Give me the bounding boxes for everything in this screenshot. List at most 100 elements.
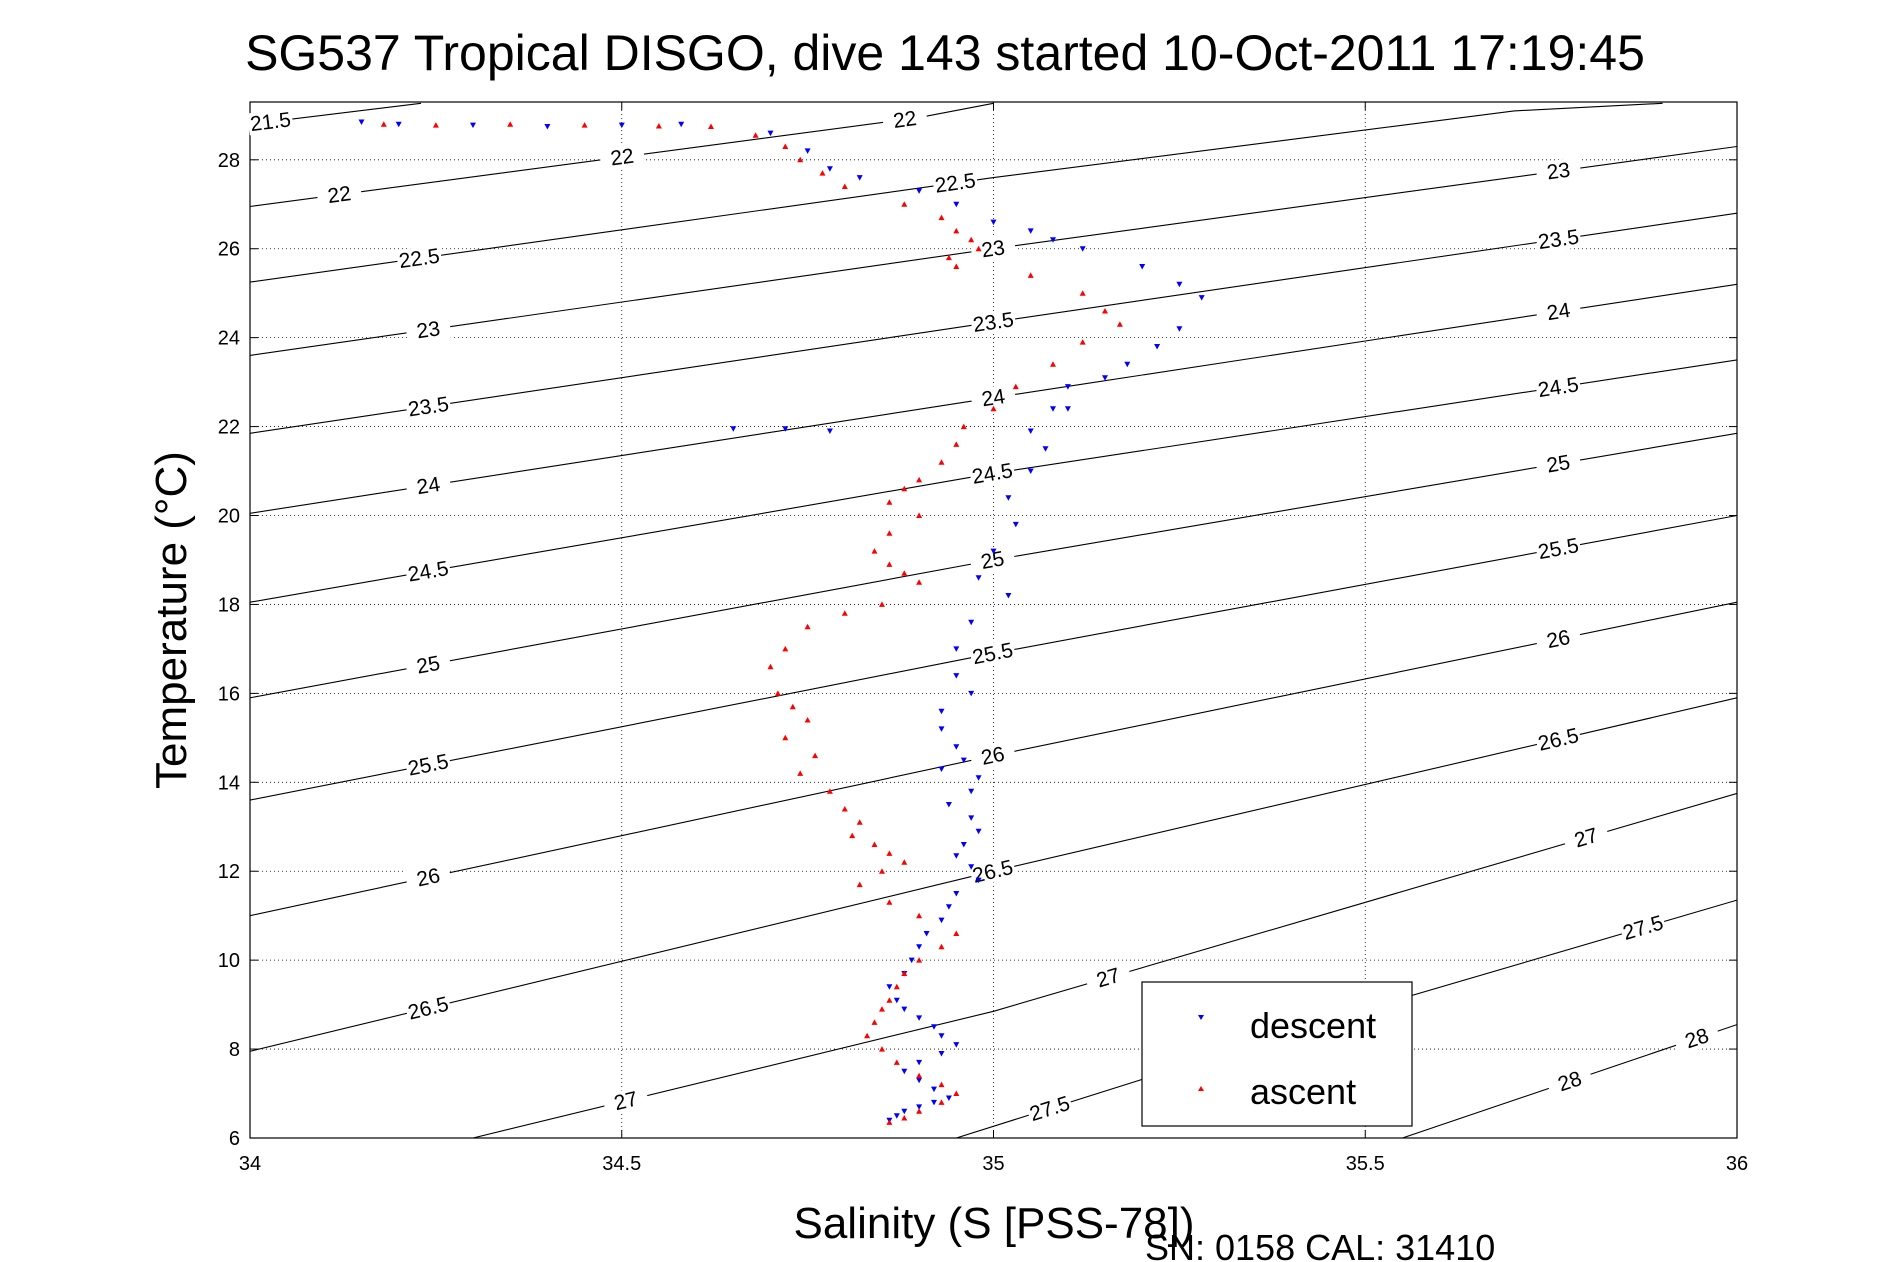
ascent-point — [1012, 383, 1019, 390]
y-tick-label: 28 — [218, 150, 240, 172]
descent-point — [470, 122, 476, 129]
density-label-gap — [1534, 449, 1582, 479]
density-contour-label: 24 — [1545, 299, 1572, 325]
density-label-gap — [1535, 225, 1582, 254]
ascent-point — [841, 610, 848, 616]
descent-point — [990, 548, 997, 555]
descent-point — [1064, 384, 1071, 390]
ascent-point — [581, 122, 588, 128]
ascent-point — [938, 459, 945, 465]
descent-point — [901, 1006, 908, 1013]
density-contour-label: 21.5 — [249, 108, 292, 136]
descent-point — [901, 1068, 908, 1075]
descent-point — [968, 690, 975, 697]
density-label-gap — [404, 649, 452, 680]
x-tick-label: 34.5 — [602, 1153, 641, 1175]
ascent-point — [901, 570, 908, 576]
ascent-point — [938, 1081, 945, 1088]
serial-calibration-info: SN: 0158 CAL: 31410 — [1145, 1227, 1495, 1262]
density-label-gap — [1534, 372, 1582, 402]
density-label-gap — [405, 392, 452, 421]
descent-point — [826, 166, 833, 172]
density-contour-label: 22 — [892, 107, 918, 133]
descent-point — [1042, 446, 1049, 452]
density-contour-line — [250, 102, 1663, 283]
ascent-point — [812, 752, 819, 759]
ascent-point — [789, 703, 796, 710]
ascent-point — [1027, 272, 1034, 278]
density-label-gap — [404, 992, 453, 1024]
ascent-point — [879, 1046, 885, 1052]
y-tick-label: 16 — [218, 683, 240, 705]
ascent-point — [774, 690, 781, 696]
density-label-gap — [1084, 960, 1133, 995]
ascent-point — [953, 263, 960, 269]
descent-point — [945, 1095, 952, 1101]
ascent-point — [864, 1032, 871, 1039]
density-label-gap — [969, 740, 1017, 772]
density-label-gap — [969, 307, 1017, 337]
legend-box — [1141, 981, 1413, 1127]
axis-ticks: 34 34.5 35 35.5 36 6 8 10 12 14 16 18 20 22 24 26 28 — [218, 102, 1748, 1175]
density-label-gap — [968, 458, 1016, 489]
legend: descent ascent — [1141, 981, 1413, 1127]
ascent-point — [893, 983, 900, 990]
descent-point — [856, 175, 863, 181]
descent-point — [1050, 406, 1056, 412]
density-contour-label: 22.5 — [933, 169, 977, 197]
descent-point — [1027, 468, 1034, 474]
density-contour-label: 25 — [415, 652, 442, 679]
descent-point — [916, 1077, 923, 1084]
y-tick-label: 6 — [229, 1128, 240, 1150]
density-contour-label: 24 — [415, 473, 442, 499]
descent-point — [931, 1099, 937, 1106]
ascent-point — [879, 868, 885, 874]
descent-point — [916, 944, 923, 950]
ascent-point — [901, 485, 908, 492]
density-contour-label: 26 — [1545, 626, 1573, 653]
ascent-point — [953, 930, 960, 936]
ascent-point — [841, 183, 848, 189]
descent-point — [1124, 361, 1131, 368]
ascent-point — [886, 850, 893, 856]
ascent-point — [1079, 290, 1086, 296]
ascent-point — [804, 717, 811, 723]
density-label-gap — [404, 749, 452, 780]
descent-point — [395, 121, 402, 128]
ascent-point — [879, 1006, 885, 1012]
descent-point — [1139, 264, 1146, 270]
descent-point — [945, 904, 952, 910]
descent-point — [893, 997, 900, 1004]
ascent-point — [886, 561, 893, 567]
density-contour-label: 22 — [609, 145, 635, 171]
x-tick-label: 35.5 — [1346, 1153, 1385, 1175]
ascent-point — [1116, 321, 1123, 327]
density-label-gap — [1534, 723, 1583, 756]
density-label-gap — [1672, 1020, 1722, 1056]
x-axis-label: Salinity (S [PSS-78]) — [793, 1199, 1194, 1248]
ascent-point — [901, 1115, 908, 1121]
ascent-point — [886, 899, 893, 905]
density-label-gap — [395, 244, 443, 273]
ascent-point — [804, 623, 811, 630]
ascent-point — [1050, 361, 1056, 367]
ascent-point — [871, 841, 878, 847]
density-contour-label: 23 — [415, 317, 441, 343]
density-label-gap — [598, 143, 646, 171]
density-label-gap — [1025, 1091, 1075, 1126]
density-contour-label: 27 — [612, 1087, 640, 1115]
descent-point — [975, 575, 982, 581]
ascent-point — [856, 819, 863, 825]
ascent-point — [380, 121, 387, 127]
legend-descent-marker — [1198, 1015, 1204, 1020]
descent-point — [826, 428, 833, 434]
ascent-point — [960, 423, 967, 430]
density-label-gap — [968, 855, 1017, 888]
descent-point — [1050, 237, 1056, 243]
descent-point — [767, 130, 774, 137]
descent-point — [730, 426, 737, 432]
y-tick-label: 8 — [229, 1039, 240, 1061]
chart-title: SG537 Tropical DISGO, dive 143 started 1… — [245, 25, 1645, 81]
x-tick-label: 34 — [239, 1153, 261, 1175]
descent-point — [938, 1051, 945, 1057]
